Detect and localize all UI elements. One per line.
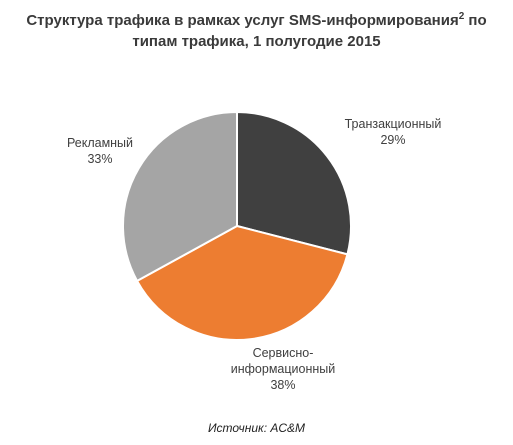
slice-percent: 33% <box>87 152 112 166</box>
pie-slice-3 <box>122 110 238 283</box>
slice-name: Сервисно- <box>253 346 314 360</box>
slice-percent: 38% <box>270 378 295 392</box>
chart-title-main: Структура трафика в рамках услуг SMS-инф… <box>26 12 459 29</box>
slice-label-3: Рекламный 33% <box>67 136 133 166</box>
source-note: Источник: AC&M <box>207 421 306 435</box>
title-footnote-mark: 2 <box>458 11 465 22</box>
chart-title: Структура трафика в рамках услуг SMS-инф… <box>10 10 503 52</box>
slice-name: Рекламный <box>67 136 133 150</box>
slice-label-2: Сервисно-информационный 38% <box>231 346 336 392</box>
slice-percent: 29% <box>380 133 405 147</box>
chart-title-tail: по типам трафика, 1 полугодие 2015 <box>132 12 487 50</box>
slice-name: Транзакционный <box>345 117 442 131</box>
pie-slice-1 <box>236 110 352 256</box>
slice-name: информационный <box>231 362 336 376</box>
slice-label-1: Транзакционный 29% <box>345 117 442 147</box>
pie-slice-2 <box>135 224 349 341</box>
